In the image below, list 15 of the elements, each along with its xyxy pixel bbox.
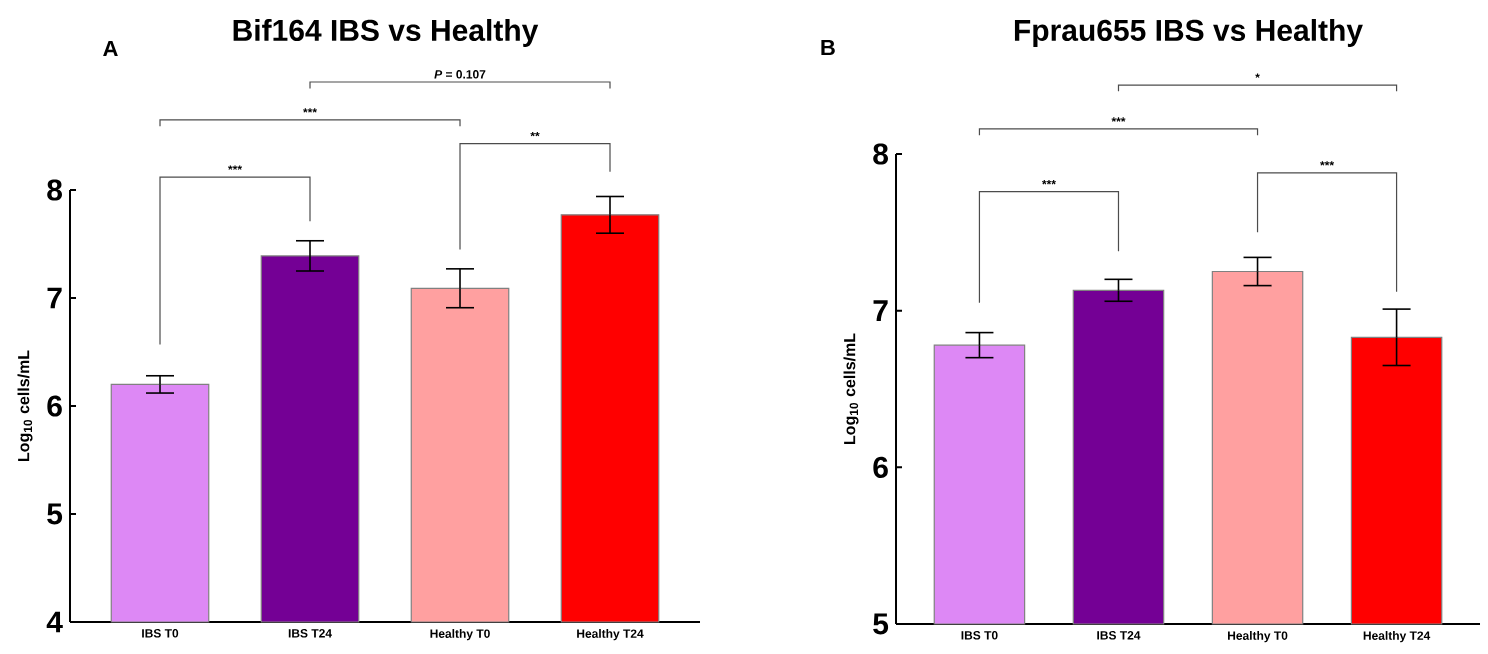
y-tick-label: 6 [873, 456, 888, 478]
y-tick-label: 4 [46, 611, 63, 633]
text: B [821, 39, 835, 56]
chart-title: Fprau655 IBS vs Healthy [1014, 18, 1363, 47]
y-tick-label: 8 [47, 179, 62, 201]
text: A [103, 40, 118, 57]
y-tick-label: 7 [47, 287, 62, 309]
y-axis-title: Log$_{10}$ cells/mL [843, 333, 859, 445]
y-tick-label: 6 [47, 395, 62, 417]
y-axis-title: Log$_{10}$ cells/mL [17, 350, 33, 462]
y-tick-label: 8 [873, 143, 889, 165]
y-tick-label: 5 [47, 503, 63, 525]
y-tick-label: 7 [873, 300, 888, 321]
y-tick-label: 5 [873, 613, 889, 635]
chart-title: Bif164 IBS vs Healthy [233, 18, 539, 47]
